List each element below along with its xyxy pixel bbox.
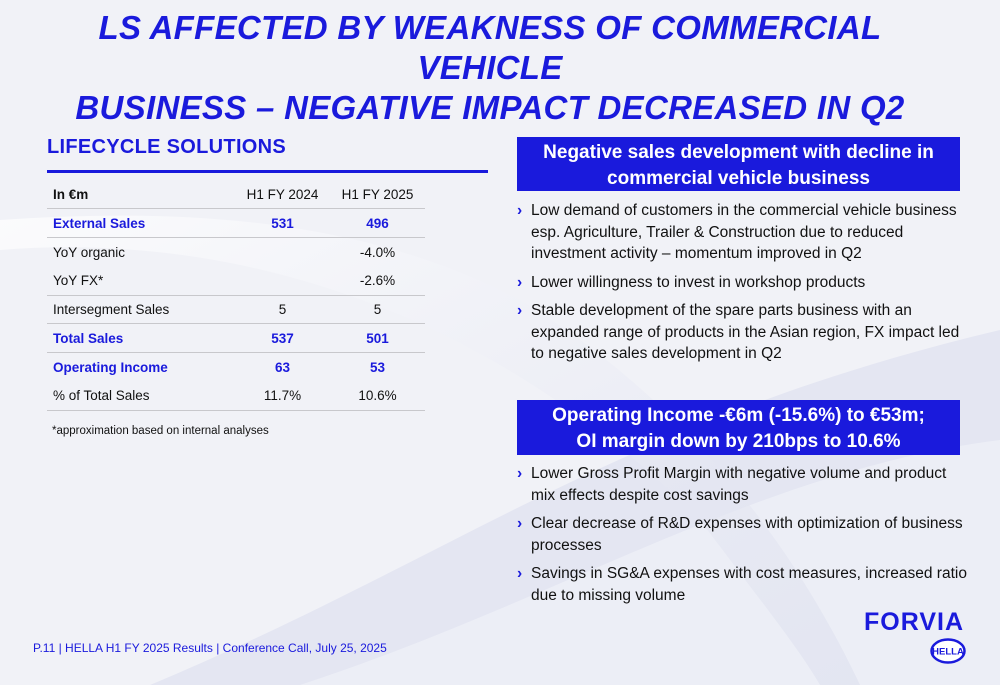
chevron-right-icon: › (517, 565, 523, 582)
sales-headline-line1: Negative sales development with decline … (543, 142, 934, 163)
table-row: Intersegment Sales 5 5 (47, 295, 425, 325)
footnote: *approximation based on internal analyse… (52, 425, 269, 437)
operating-income-headline-box: Operating Income -€6m (-15.6%) to €53m; … (517, 400, 960, 455)
cell-value: 5 (330, 295, 425, 325)
sales-headline-box: Negative sales development with decline … (517, 137, 960, 191)
chevron-right-icon: › (517, 515, 523, 532)
cell-value: 5 (235, 295, 330, 325)
row-label: % of Total Sales (47, 381, 235, 411)
row-label: YoY FX* (47, 266, 235, 296)
sales-headline-line2: commercial vehicle business (607, 168, 870, 189)
row-label: Operating Income (53, 359, 168, 375)
table-row: Operating Income 63 53 (47, 353, 425, 382)
column-header: H1 FY 2025 (330, 180, 425, 210)
bullet-text: Lower Gross Profit Margin with negative … (531, 465, 947, 504)
cell-value: 63 (274, 359, 291, 375)
hella-logo-icon: HELLA (930, 638, 966, 664)
list-item: › Savings in SG&A expenses with cost meas… (517, 563, 967, 606)
cell-value: 501 (330, 323, 425, 354)
table-row: External Sales 531 496 (47, 208, 425, 239)
list-item: › Low demand of customers in the commerci… (517, 200, 967, 265)
list-item: › Lower Gross Profit Margin with negative… (517, 463, 967, 506)
chevron-right-icon: › (517, 202, 523, 219)
cell-value: 531 (235, 208, 330, 239)
slide-title: LS AFFECTED BY WEAKNESS OF COMMERCIAL VE… (40, 8, 940, 128)
section-title: LIFECYCLE SOLUTIONS (47, 136, 287, 158)
table-row: YoY FX* -2.6% (47, 266, 425, 296)
slide-title-line1: LS AFFECTED BY WEAKNESS OF COMMERCIAL VE… (98, 9, 882, 86)
chevron-right-icon: › (517, 273, 523, 291)
list-item: › Lower willingness to invest in workshop… (517, 272, 967, 294)
row-label: Intersegment Sales (47, 295, 235, 325)
bullet-text: Savings in SG&A expenses with cost measu… (531, 565, 967, 604)
oi-headline-line1: Operating Income -€6m (-15.6%) to €53m; (552, 405, 925, 426)
list-item: › Clear decrease of R&D expenses with opt… (517, 513, 967, 556)
chevron-right-icon: › (517, 302, 523, 319)
cell-value: -2.6% (330, 266, 425, 296)
slide-footer: P.11 | HELLA H1 FY 2025 Results | Confer… (33, 641, 387, 655)
sales-bullet-list: › Low demand of customers in the commerci… (517, 200, 967, 372)
slide-title-line2: BUSINESS – NEGATIVE IMPACT DECREASED IN … (75, 89, 905, 126)
cell-value: 53 (369, 359, 386, 375)
bullet-text: Lower willingness to invest in workshop … (531, 273, 866, 291)
row-label: Total Sales (47, 323, 235, 354)
row-label: YoY organic (53, 244, 126, 260)
table-row: YoY organic -4.0% (47, 238, 425, 267)
column-header: In €m (47, 180, 235, 210)
cell-value (235, 238, 330, 267)
forvia-logo: FORVIA (864, 608, 964, 636)
list-item: › Stable development of the spare parts b… (517, 300, 967, 365)
table-header-row: In €m H1 FY 2024 H1 FY 2025 (47, 180, 425, 210)
chevron-right-icon: › (517, 465, 523, 482)
bullet-text: Stable development of the spare parts bu… (531, 302, 960, 362)
section-divider (47, 170, 488, 173)
bullet-text: Clear decrease of R&D expenses with opti… (531, 515, 963, 554)
row-label: External Sales (47, 208, 235, 239)
hella-logo-text: HELLA (932, 647, 964, 658)
bullet-text: Low demand of customers in the commercia… (531, 202, 957, 262)
cell-value: 11.7% (235, 381, 330, 411)
cell-value: 496 (330, 208, 425, 239)
cell-value: 10.6% (330, 381, 425, 411)
financials-table: In €m H1 FY 2024 H1 FY 2025 External Sal… (47, 180, 425, 411)
oi-headline-line2: OI margin down by 210bps to 10.6% (576, 431, 901, 452)
table-row: % of Total Sales 11.7% 10.6% (47, 381, 425, 411)
table-row: Total Sales 537 501 (47, 323, 425, 354)
column-header: H1 FY 2024 (235, 180, 330, 210)
cell-value: 537 (235, 323, 330, 354)
oi-bullet-list: › Lower Gross Profit Margin with negative… (517, 463, 967, 613)
cell-value (235, 266, 330, 296)
cell-value: -4.0% (359, 244, 396, 260)
